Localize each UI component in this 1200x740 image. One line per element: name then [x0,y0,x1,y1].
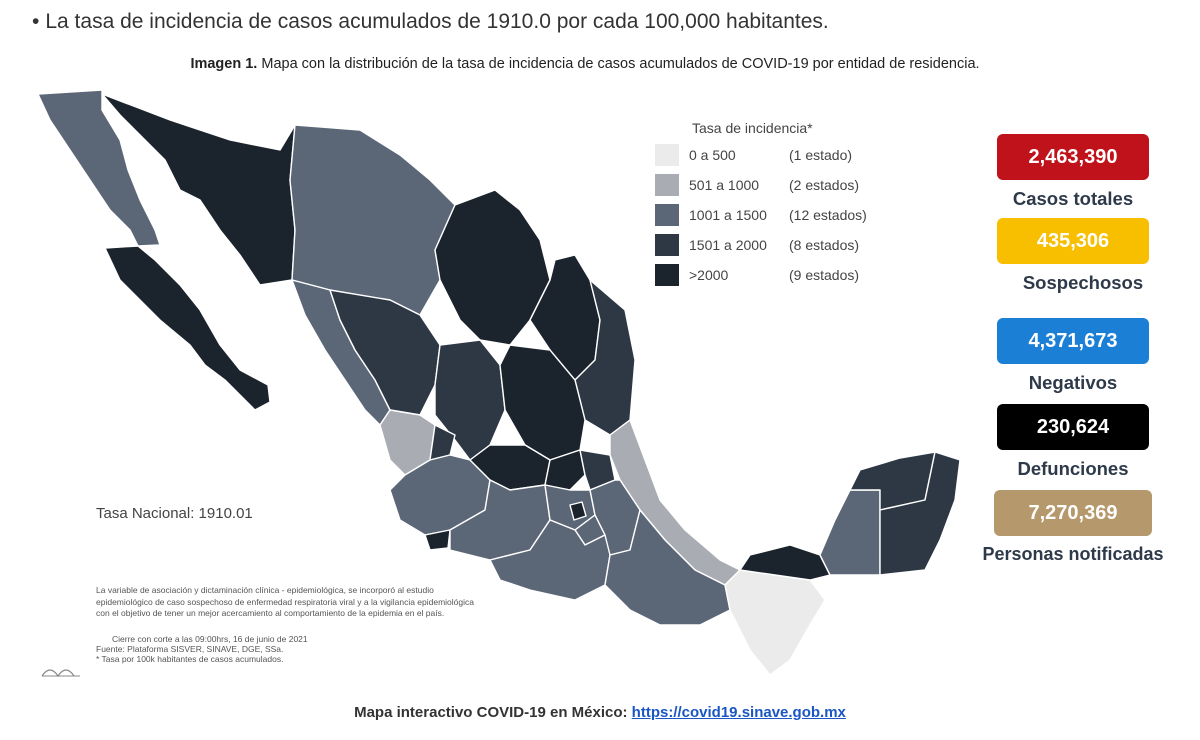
legend-item: 501 a 1000 (2 estados) [655,170,899,200]
legend-item: 1501 a 2000 (8 estados) [655,230,899,260]
state-tamaulipas[interactable] [574,279,636,436]
stat-label: Defunciones [1017,458,1129,479]
legend-count: (9 estados) [789,267,860,283]
state-quintana-roo[interactable] [879,451,961,576]
stat-value-box: 7,270,369 [994,490,1152,536]
footer: Mapa interactivo COVID-19 en México: htt… [0,704,1200,721]
state-oaxaca[interactable] [604,509,731,626]
stat-defunciones: 230,624 Defunciones [958,404,1188,480]
methodology-note: La variable de asociación y dictaminació… [96,585,576,620]
state-guerrero[interactable] [489,519,611,601]
stat-personas-notificadas: 7,270,369 Personas notificadas [958,490,1188,565]
state-baja-california-sur[interactable] [104,245,271,411]
state-coahuila[interactable] [434,189,551,346]
state-campeche[interactable] [819,489,881,576]
headline-text: La tasa de incidencia de casos acumulado… [45,10,829,33]
figure-caption: Imagen 1. Mapa con la distribución de la… [0,56,1170,72]
note-line: con el objetivo de tener un mejor acerca… [96,608,445,618]
legend-swatch [655,174,679,196]
footer-label: Mapa interactivo COVID-19 en México: [354,704,628,721]
legend-swatch [655,144,679,166]
stat-label: Sospechosos [1022,272,1144,293]
legend-range: 1001 a 1500 [689,207,767,223]
caption-label: Imagen 1. [190,56,258,72]
headline: • La tasa de incidencia de casos acumulad… [32,10,829,34]
legend-range: 501 a 1000 [689,177,760,193]
legend-item: 1001 a 1500 (12 estados) [655,200,899,230]
stat-value-box: 2,463,390 [997,134,1149,180]
state-chiapas[interactable] [724,569,826,676]
map-legend: Tasa de incidencia* 0 a 500 (1 estado) 5… [655,120,899,290]
footnote-text: * Tasa por 100k habitantes de casos acum… [96,654,284,664]
legend-swatch [655,264,679,286]
interactive-map-link[interactable]: https://covid19.sinave.gob.mx [631,704,846,721]
legend-title: Tasa de incidencia* [692,120,813,136]
legend-count: (2 estados) [789,177,860,193]
mexico-map [30,80,970,680]
legend-range: 0 a 500 [689,147,736,163]
legend-item: 0 a 500 (1 estado) [655,140,899,170]
state-queretaro[interactable] [544,449,586,491]
source-text: Fuente: Plataforma SISVER, SINAVE, DGE, … [96,644,284,654]
state-baja-california[interactable] [37,89,161,247]
state-sonora[interactable] [101,93,296,286]
legend-swatch [655,204,679,226]
legend-range: >2000 [689,267,729,283]
state-cdmx[interactable] [569,501,587,521]
institution-logo-icon [41,669,80,678]
legend-count: (8 estados) [789,237,860,253]
bullet-icon: • [32,10,40,33]
caption-text: Mapa con la distribución de la tasa de i… [261,56,980,72]
source-note: Cierre con corte a las 09:00hrs, 16 de j… [96,634,308,664]
legend-item: >2000 (9 estados) [655,260,899,290]
stat-label: Casos totales [1012,188,1134,209]
stat-label: Negativos [1028,372,1118,393]
legend-count: (12 estados) [789,207,867,223]
legend-swatch [655,234,679,256]
stat-casos-totales: 2,463,390 Casos totales [958,134,1188,210]
note-line: La variable de asociación y dictaminació… [96,585,434,595]
stat-value-box: 230,624 [997,404,1149,450]
state-colima[interactable] [424,529,451,551]
cut-date: Cierre con corte a las 09:00hrs, 16 de j… [112,634,308,644]
national-rate: Tasa Nacional: 1910.01 [96,505,253,522]
legend-count: (1 estado) [789,147,853,163]
note-line: epidemiológico de caso sospechoso de enf… [96,596,474,607]
stat-value-box: 4,371,673 [997,318,1149,364]
stat-value-box: 435,306 [997,218,1149,264]
legend-range: 1501 a 2000 [689,237,767,253]
stat-label: Personas notificadas [982,544,1164,564]
stat-negativos: 4,371,673 Negativos [958,318,1188,394]
stat-sospechosos: 435,306 Sospechosos [958,218,1188,294]
